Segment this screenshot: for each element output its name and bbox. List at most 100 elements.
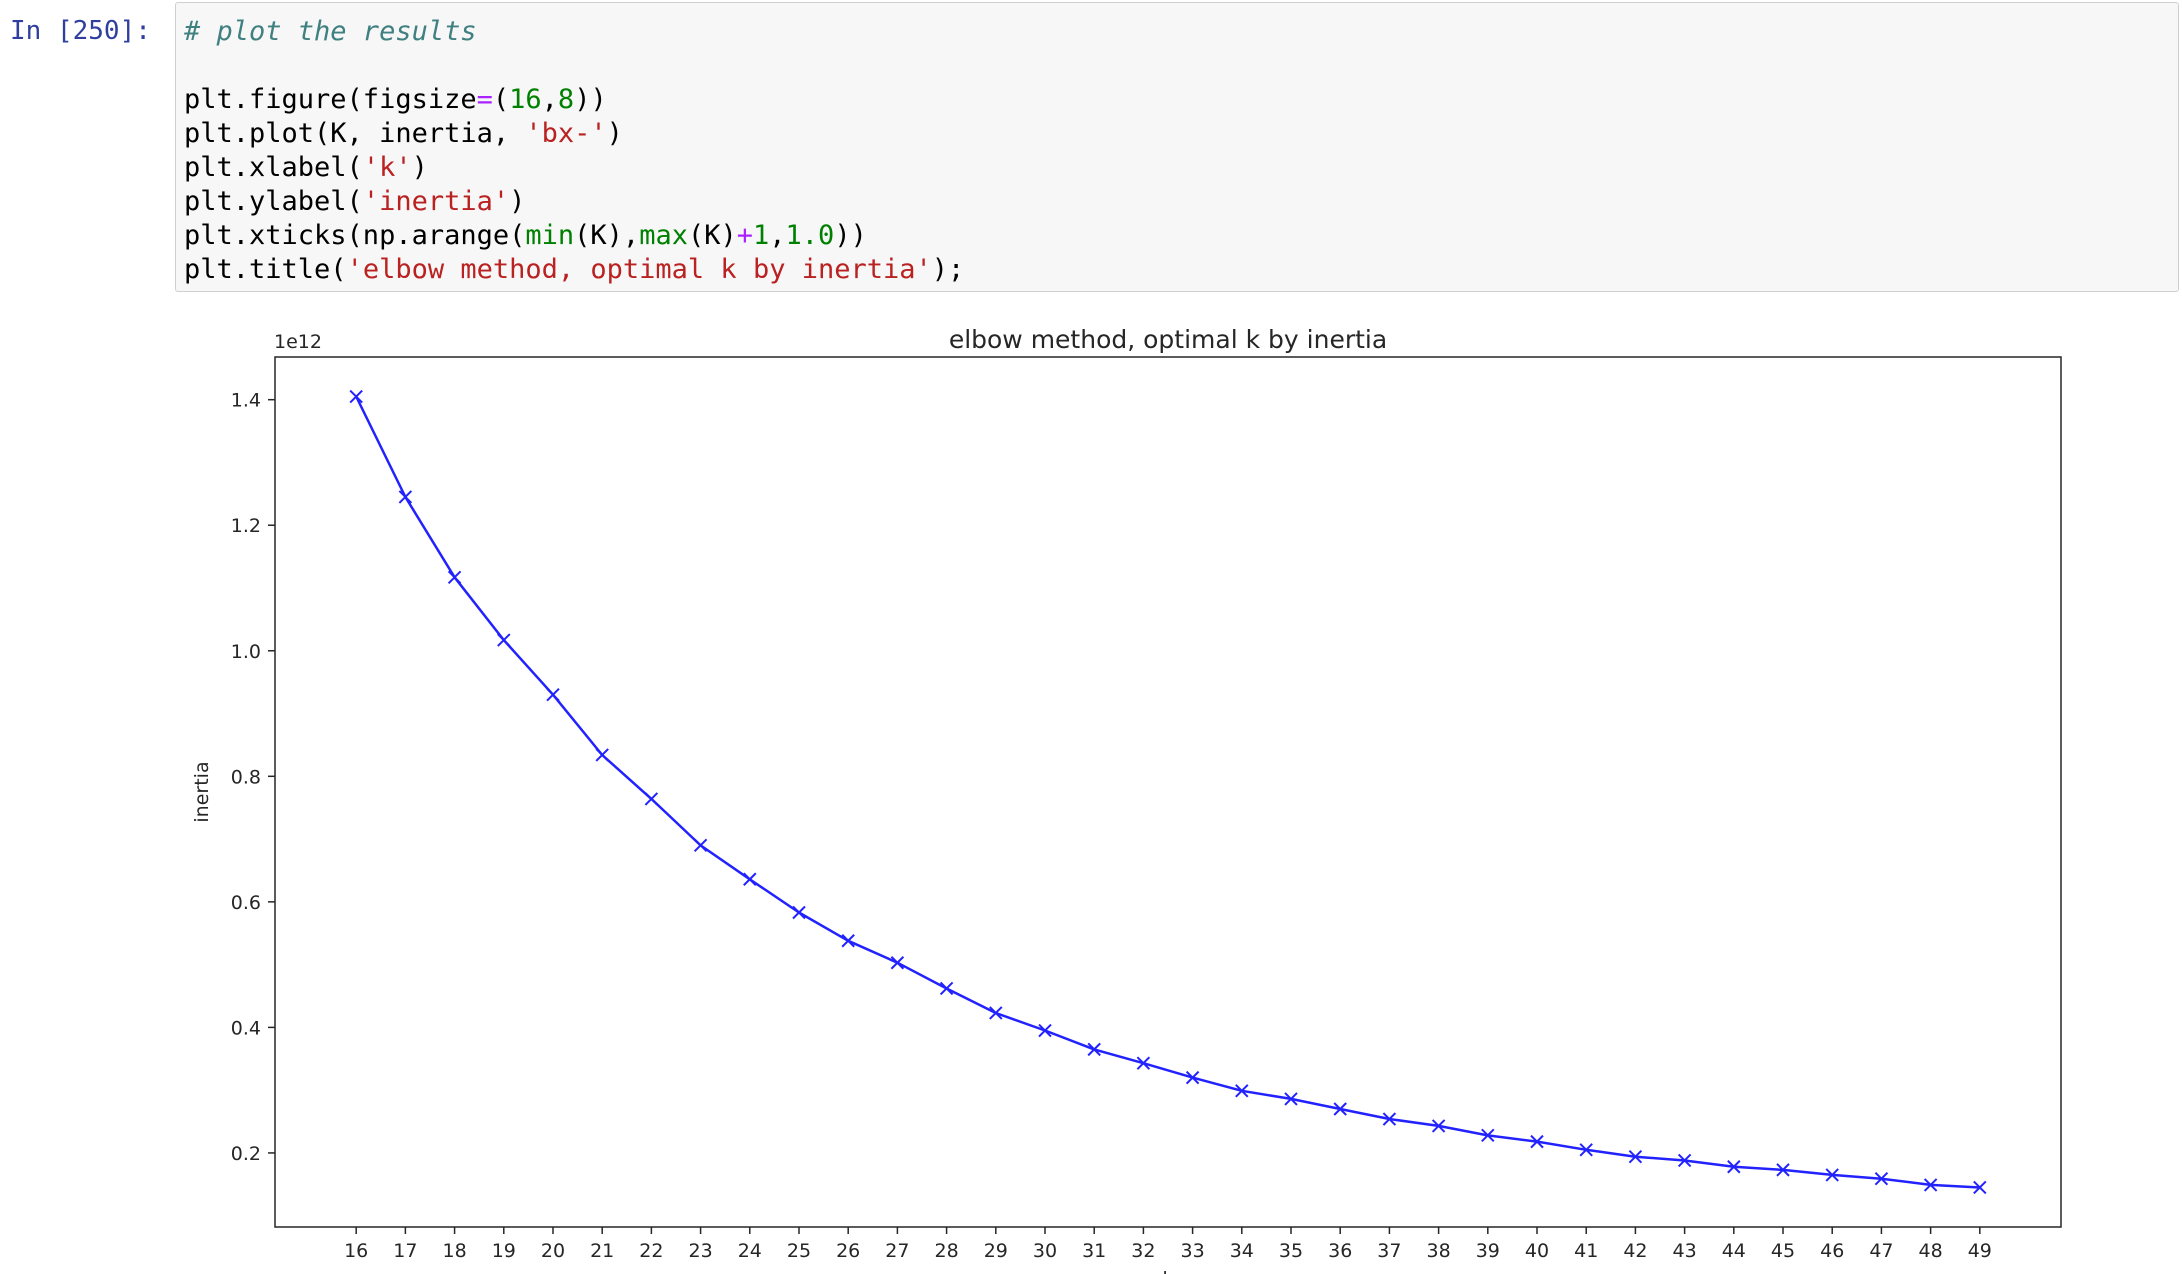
x-ticks: 16 17 18 19 20 21 22 23 24 25 26 27 28 29 30 31 32 33 34 35…: [344, 1227, 1992, 1262]
x-tick-label: 36: [1328, 1240, 1352, 1262]
data-point-marker: [1628, 1149, 1643, 1164]
data-point-marker: [989, 1006, 1003, 1020]
code-line: plt.figure(figsize=(16,8)): [184, 83, 964, 117]
data-point-marker: [1185, 1070, 1200, 1085]
x-tick-label: 29: [984, 1240, 1008, 1262]
code-token: (K): [687, 220, 737, 251]
x-tick-label: 38: [1427, 1240, 1451, 1262]
plot-frame: [274, 356, 2062, 1228]
code-token: )): [834, 220, 867, 251]
code-token: plt.xlabel(: [184, 152, 363, 183]
code-token: ): [509, 186, 526, 217]
code-cell-input[interactable]: # plot the results plt.figure(figsize=(16…: [175, 2, 2179, 292]
x-tick-label: 30: [1033, 1240, 1057, 1262]
code-token: (: [492, 84, 510, 115]
code-token: )): [574, 84, 607, 115]
data-point-marker: [841, 934, 855, 948]
data-point-marker: [693, 838, 708, 853]
data-point-marker: [1235, 1084, 1249, 1098]
cell-output: elbow method, optimal k by inertia 1e12 …: [175, 305, 2179, 1274]
x-tick-label: 31: [1082, 1240, 1106, 1262]
data-point-marker: [1431, 1119, 1446, 1133]
elbow-chart: elbow method, optimal k by inertia 1e12 …: [191, 325, 2062, 1274]
x-tick-label: 47: [1869, 1240, 1893, 1262]
code-token: ): [411, 152, 428, 183]
data-point-marker: [447, 570, 462, 585]
y-tick-label: 0.8: [231, 766, 261, 788]
chart-title: elbow method, optimal k by inertia: [949, 325, 1387, 354]
y-tick-label: 0.4: [231, 1017, 261, 1039]
code-token: min: [525, 220, 575, 251]
y-ticks: 0.2 0.4 0.6 0.8 1.0 1.2 1.4: [231, 390, 275, 1165]
code-token: max: [639, 220, 688, 251]
data-point-marker: [890, 956, 905, 970]
x-tick-label: 45: [1771, 1240, 1795, 1262]
code-token: ,: [541, 84, 558, 115]
code-token: );: [931, 254, 965, 285]
data-point-marker: [1727, 1160, 1741, 1174]
x-tick-label: 33: [1181, 1240, 1205, 1262]
x-tick-label: 19: [492, 1240, 516, 1262]
data-point-marker: [1677, 1153, 1692, 1168]
x-tick-label: 18: [442, 1240, 466, 1262]
x-tick-label: 17: [393, 1240, 417, 1262]
code-line: plt.plot(K, inertia, 'bx-'): [184, 117, 964, 151]
x-tick-label: 46: [1820, 1240, 1844, 1262]
x-tick-label: 22: [639, 1240, 663, 1262]
x-tick-label: 41: [1574, 1240, 1598, 1262]
x-tick-label: 28: [935, 1240, 959, 1262]
x-tick-label: 39: [1476, 1240, 1500, 1262]
data-point-marker: [644, 792, 659, 806]
data-point-marker: [1382, 1112, 1397, 1126]
code-token: 'bx-': [525, 118, 607, 149]
series-markers: [349, 389, 1987, 1195]
code-editor[interactable]: # plot the results plt.figure(figsize=(16…: [184, 15, 964, 287]
x-tick-label: 24: [738, 1240, 762, 1262]
data-point-marker: [1333, 1102, 1347, 1116]
data-point-marker: [743, 872, 757, 886]
x-tick-label: 34: [1230, 1240, 1254, 1262]
data-point-marker: [1284, 1092, 1298, 1106]
code-line: plt.xlabel('k'): [184, 151, 964, 185]
data-point-marker: [595, 748, 609, 762]
data-point-marker: [1136, 1056, 1151, 1070]
y-tick-label: 0.2: [231, 1143, 261, 1165]
x-tick-label: 26: [836, 1240, 860, 1262]
code-token: 16: [509, 84, 542, 115]
x-tick-label: 44: [1722, 1240, 1746, 1262]
code-token: (K),: [574, 220, 640, 251]
y-axis-label: inertia: [191, 761, 213, 822]
code-token: 'elbow method, optimal k by inertia': [346, 254, 932, 285]
data-point-marker: [1776, 1163, 1790, 1177]
code-line: plt.title('elbow method, optimal k by in…: [184, 253, 964, 287]
data-point-marker: [398, 490, 413, 504]
data-point-marker: [349, 389, 363, 404]
y-offset-label: 1e12: [274, 331, 322, 353]
code-token: 1.0: [785, 220, 835, 251]
y-tick-label: 1.4: [231, 390, 261, 412]
x-tick-label: 49: [1968, 1240, 1992, 1262]
y-tick-label: 1.0: [231, 641, 261, 663]
x-tick-label: 32: [1131, 1240, 1155, 1262]
data-point-marker: [1825, 1168, 1839, 1182]
data-point-marker: [546, 687, 560, 702]
code-token: +: [736, 220, 754, 251]
data-point-marker: [792, 905, 806, 920]
data-point-marker: [1038, 1023, 1052, 1038]
data-point-marker: [1973, 1180, 1987, 1195]
x-tick-label: 40: [1525, 1240, 1549, 1262]
code-line: [184, 49, 964, 83]
x-tick-label: 25: [787, 1240, 811, 1262]
data-point-marker: [1579, 1143, 1593, 1157]
cell-prompt: In [250]:: [10, 16, 151, 46]
code-token: ): [606, 118, 623, 149]
code-token: 'inertia': [362, 186, 510, 217]
data-point-marker: [939, 981, 954, 996]
data-point-marker: [1481, 1128, 1495, 1143]
x-tick-label: 37: [1377, 1240, 1401, 1262]
x-tick-label: 43: [1673, 1240, 1697, 1262]
x-tick-label: 42: [1623, 1240, 1647, 1262]
data-point-marker: [1874, 1171, 1889, 1186]
code-token: plt.title(: [184, 254, 347, 285]
code-token: 1: [753, 220, 770, 251]
